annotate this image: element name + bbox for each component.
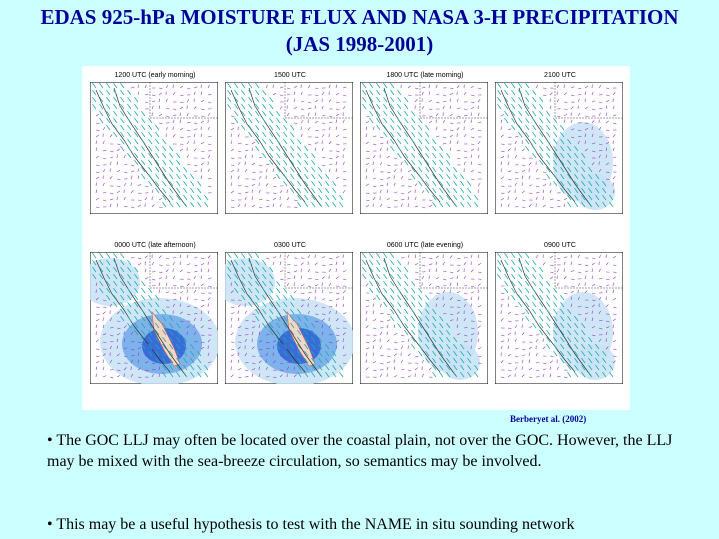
panel-title: 0900 UTC bbox=[544, 242, 576, 249]
panel-title: 0600 UTC (late evening) bbox=[386, 242, 464, 249]
map-panel: 1500 UTC bbox=[225, 70, 355, 220]
title-line-2: (JAS 1998-2001) bbox=[285, 32, 434, 56]
map-panel: 0600 UTC (late evening) bbox=[360, 240, 490, 390]
map-plot bbox=[90, 82, 218, 214]
slide-title: EDAS 925-hPa MOISTURE FLUX AND NASA 3-H … bbox=[0, 4, 719, 58]
map-panel: 0300 UTC bbox=[225, 240, 355, 390]
map-plot bbox=[360, 82, 488, 214]
map-plot bbox=[495, 252, 623, 384]
flux-panel-grid: 1200 UTC (early morning) 1500 UTC 1800 UTC… bbox=[82, 66, 630, 410]
map-panel: 0000 UTC (late afternoon) bbox=[90, 240, 220, 390]
map-plot bbox=[360, 252, 488, 384]
map-plot bbox=[495, 82, 623, 214]
bullet-1: • The GOC LLJ may often be located over … bbox=[47, 432, 673, 470]
panel-title: 0000 UTC (late afternoon) bbox=[114, 242, 196, 249]
title-line-1: EDAS 925-hPa MOISTURE FLUX AND NASA 3-H … bbox=[40, 5, 679, 29]
panel-title: 0300 UTC bbox=[274, 242, 306, 249]
panel-title: 1500 UTC bbox=[274, 72, 306, 79]
map-plot bbox=[225, 252, 353, 384]
map-panel: 1200 UTC (early morning) bbox=[90, 70, 220, 220]
figure-credit: Berberyet al. (2002) bbox=[510, 414, 587, 424]
map-panel: 0900 UTC bbox=[495, 240, 625, 390]
bullet-2: • This may be a useful hypothesis to tes… bbox=[47, 516, 575, 533]
panel-title: 1200 UTC (early morning) bbox=[114, 72, 196, 79]
panel-title: 2100 UTC bbox=[544, 72, 576, 79]
map-plot bbox=[90, 252, 218, 384]
map-panel: 2100 UTC bbox=[495, 70, 625, 220]
map-plot bbox=[225, 82, 353, 214]
map-panel: 1800 UTC (late morning) bbox=[360, 70, 490, 220]
panel-title: 1800 UTC (late morning) bbox=[386, 72, 464, 79]
